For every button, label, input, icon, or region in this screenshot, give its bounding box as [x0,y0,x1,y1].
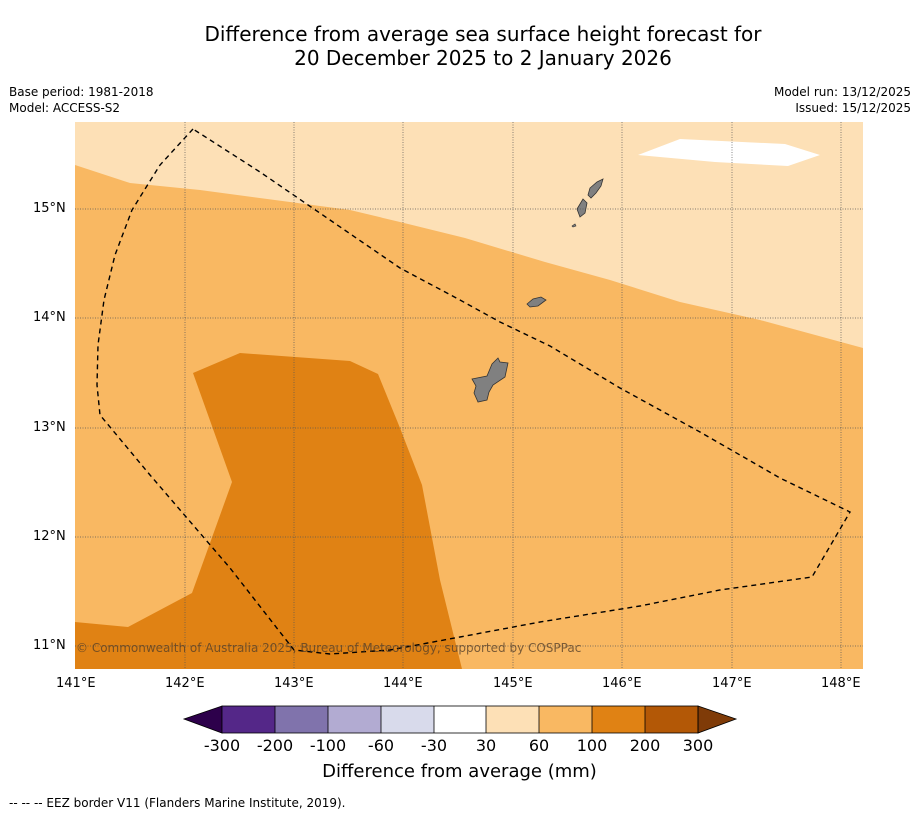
colorbar-label: -200 [256,736,294,755]
colorbar-bin-7 [539,706,592,733]
lon-label-141: 141°E [56,676,96,691]
saipan-island [587,178,604,199]
eez-footnote: -- -- -- EEZ border V11 (Flanders Marine… [9,796,346,810]
lat-label-15: 15°N [33,201,66,216]
map-panel [75,122,863,669]
colorbar [182,705,738,734]
colorbar-label: 100 [576,736,608,755]
lat-label-11: 11°N [33,638,66,653]
colorbar-label: -60 [367,736,395,755]
colorbar-bin-9 [645,706,698,733]
lon-label-147: 147°E [712,676,752,691]
colorbar-extend-max [697,705,738,734]
colorbar-label: 200 [629,736,661,755]
meta-right: Model run: 13/12/2025 Issued: 15/12/2025 [774,84,911,116]
colorbar-label: -100 [309,736,347,755]
colorbar-bin-8 [592,706,645,733]
model-name: Model: ACCESS-S2 [9,101,121,115]
title-line-2: 20 December 2025 to 2 January 2026 [294,46,672,70]
colorbar-extend-min [182,705,223,734]
lon-label-142: 142°E [165,676,205,691]
colorbar-bin-4 [381,706,434,733]
tinian-island [576,198,588,218]
colorbar-bin-5 [434,706,486,733]
eez-border [96,128,851,655]
colorbar-label: -30 [420,736,448,755]
colorbar-bin-6 [486,706,539,733]
guam-island [471,357,509,403]
model-run: Model run: 13/12/2025 [773,85,911,99]
lat-label-13: 13°N [33,420,66,435]
colorbar-outline [221,705,699,734]
colorbar-bin-3 [328,706,381,733]
base-period: Base period: 1981-2018 [9,85,154,99]
lat-label-12: 12°N [33,529,66,544]
lon-label-144: 144°E [383,676,423,691]
colorbar-title: Difference from average (mm) [322,761,597,782]
lon-label-146: 146°E [602,676,642,691]
map-title: Difference from average sea surface heig… [0,22,919,70]
title-line-1: Difference from average sea surface heig… [204,22,762,46]
lon-label-148: 148°E [821,676,861,691]
lat-label-14: 14°N [33,310,66,325]
band-below-30 [638,139,820,166]
colorbar-label: 30 [475,736,497,755]
colorbar-label: 300 [682,736,714,755]
meta-left: Base period: 1981-2018 Model: ACCESS-S2 [9,84,154,116]
band-30-60 [75,122,863,348]
aguijan-island [571,223,577,228]
lon-label-143: 143°E [274,676,314,691]
lon-label-145: 145°E [493,676,533,691]
graticule [75,122,863,669]
colorbar-bin-2 [275,706,328,733]
issued-date: Issued: 15/12/2025 [795,101,911,115]
colorbar-label: -300 [203,736,241,755]
band-100-200 [75,353,462,669]
colorbar-bin-1 [222,706,275,733]
copyright-watermark: © Commonwealth of Australia 2025, Bureau… [76,641,582,655]
colorbar-label: 60 [528,736,550,755]
rota-island [526,296,547,308]
